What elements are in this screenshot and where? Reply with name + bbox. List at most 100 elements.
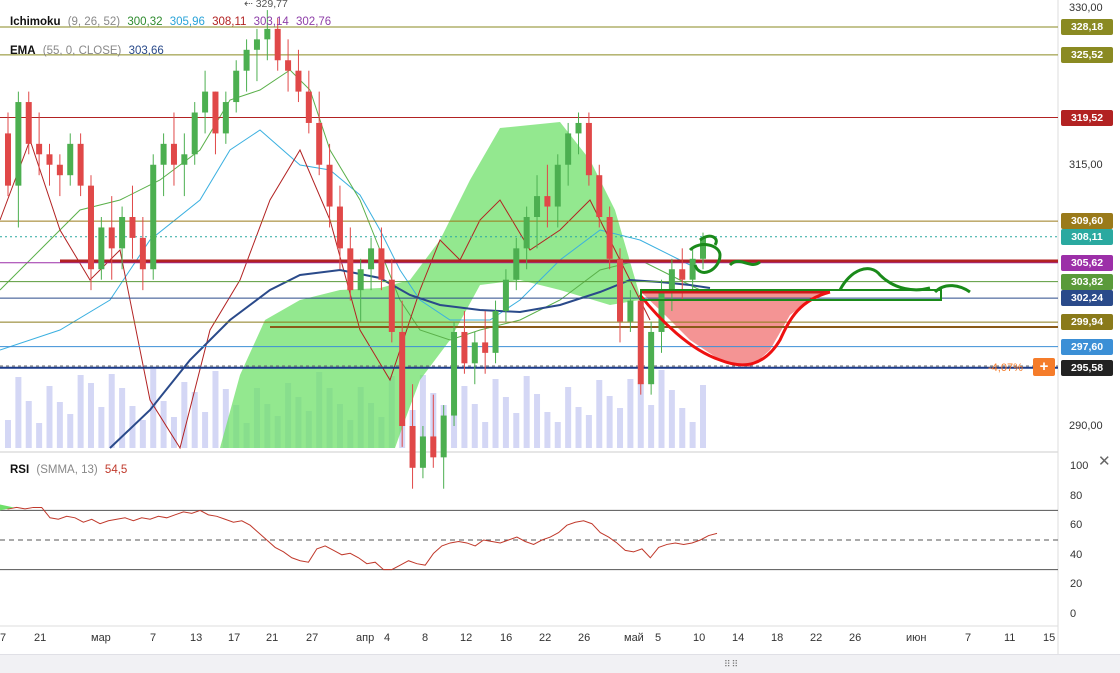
candle [87, 175, 94, 291]
volume-bar [700, 385, 706, 448]
candlestick-series[interactable] [5, 10, 706, 489]
price-tag: 303,82 [1061, 273, 1113, 290]
ema-name: EMA [10, 45, 36, 57]
volume-bar [648, 405, 655, 448]
candle [108, 196, 115, 280]
candle-body [87, 185, 94, 270]
time-tick: 16 [500, 632, 513, 644]
volume-bar [139, 420, 146, 448]
volume-bar [544, 412, 551, 448]
candle [617, 248, 624, 343]
candle [170, 112, 177, 186]
kijun-line [0, 129, 701, 351]
candle [15, 91, 22, 228]
time-tick: 7 [0, 632, 7, 644]
candle-body [368, 248, 375, 270]
candle-body [585, 122, 592, 176]
volume-bar [471, 404, 478, 448]
candle [56, 154, 63, 197]
volume-bar [461, 386, 468, 448]
high-arrow-icon: ⇠ [244, 0, 256, 10]
candle-body [679, 269, 686, 280]
price-tag: 295,58 [1061, 359, 1113, 376]
close-panel-icon[interactable]: ✕ [1098, 453, 1111, 470]
candle [336, 185, 343, 270]
ema-legend[interactable]: EMA (55, 0, CLOSE) 303,66 [10, 45, 168, 57]
candle-body [544, 196, 551, 207]
candle-body [274, 28, 281, 61]
volume-bar [668, 390, 675, 448]
time-tick: апр [356, 632, 375, 644]
candle [274, 18, 281, 71]
volume-bar [108, 374, 115, 448]
ema-params: (55, 0, CLOSE) [42, 45, 122, 57]
price-tag: 308,11 [1061, 228, 1113, 245]
time-tick: 26 [578, 632, 591, 644]
time-tick: 5 [655, 632, 662, 644]
volume-bar [585, 415, 592, 448]
horizontal-levels[interactable] [0, 26, 1058, 369]
volume-bar [36, 423, 43, 448]
ichimoku-legend[interactable]: Ichimoku (9, 26, 52) 300,32 305,96 308,1… [10, 16, 335, 28]
candle [440, 405, 447, 489]
volume-bar [502, 397, 509, 448]
rsi-legend[interactable]: RSI (SMMA, 13) 54,5 [10, 464, 131, 476]
candle [554, 154, 561, 228]
price-tick: 330,00 [1069, 2, 1103, 14]
ichimoku-params: (9, 26, 52) [67, 16, 121, 28]
price-tag: 299,94 [1061, 314, 1113, 331]
candle-body [170, 143, 177, 165]
candle-body [565, 133, 572, 165]
volume-bar [160, 401, 167, 448]
candle [316, 91, 323, 176]
candle-body [336, 206, 343, 249]
candle [461, 311, 468, 374]
candle [378, 227, 385, 291]
candle-body [316, 122, 323, 165]
candle [295, 49, 302, 103]
hand-drawings[interactable] [638, 234, 971, 367]
volume-bar [98, 407, 105, 448]
rsi-tick: 100 [1070, 460, 1089, 472]
volume-bar [596, 380, 603, 448]
candle-body [388, 279, 395, 332]
time-tick: 10 [693, 632, 706, 644]
rsi-tick: 80 [1070, 489, 1083, 502]
candle-body [523, 217, 530, 249]
candle [596, 164, 603, 228]
time-tick: 26 [849, 632, 862, 644]
volume-bar [534, 394, 541, 448]
candle-body [617, 258, 624, 322]
red-drawing-curve [638, 290, 831, 367]
volume-bar [679, 408, 686, 448]
volume-bar [492, 379, 499, 448]
candle [264, 10, 271, 61]
candle [606, 206, 613, 270]
candle-body [378, 248, 385, 280]
volume-bar [637, 383, 644, 448]
candle-body [596, 175, 603, 217]
rsi-panel [0, 504, 1058, 571]
candle-body [326, 164, 333, 207]
rsi-tick: 0 [1070, 608, 1077, 620]
candle [139, 217, 146, 291]
price-tick: 290,00 [1069, 420, 1103, 432]
volume-bar [56, 402, 63, 448]
candle-body [689, 258, 696, 280]
candle-body [5, 133, 11, 186]
pct-change: -4,07% [988, 362, 1023, 374]
time-tick: 15 [1043, 632, 1056, 644]
ichimoku-v1: 300,32 [127, 16, 163, 28]
candle-body [202, 91, 209, 113]
volume-bar [482, 422, 489, 448]
candle [482, 311, 489, 374]
time-tick: мар [91, 632, 111, 644]
add-order-button[interactable]: + [1033, 358, 1055, 376]
volume-bar [627, 379, 634, 448]
rsi-tick: 60 [1070, 519, 1083, 532]
volume-bar [451, 413, 458, 448]
resize-grip-icon[interactable]: ⠿⠿ [724, 659, 740, 669]
candle-body [150, 164, 157, 270]
ichimoku-v5: 302,76 [296, 16, 332, 28]
